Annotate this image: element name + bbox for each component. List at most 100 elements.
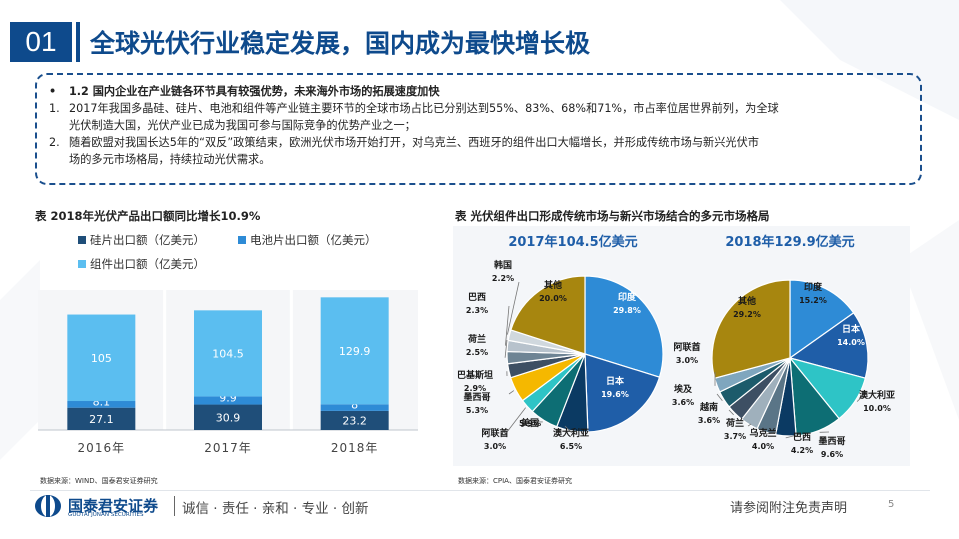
leader-line [508,390,515,395]
slice-label: 澳大利亚 [553,427,589,439]
legend-label: 电池片出口额（亿美元） [250,233,377,247]
slice-label: 日本 [842,323,861,335]
section-number: 01 [10,22,72,62]
slice-value: 20.0% [539,294,567,303]
slice-value: 5.3% [466,406,488,415]
data-label: 105 [91,352,112,365]
leader-line [716,393,723,401]
slice-label: 印度 [618,291,637,303]
company-name: 国泰君安证券 [68,497,159,515]
slice-value: 2.2% [492,274,514,283]
slice-label: 乌克兰 [749,427,776,439]
pie-title: 2017年104.5亿美元 [508,234,637,250]
slice-label: 越南 [699,401,718,413]
leader-line [785,433,802,439]
legend-swatch [78,260,86,268]
export-bar-chart: 硅片出口额（亿美元） 电池片出口额（亿美元）组件出口额（亿美元）27.18.110… [38,233,418,455]
slice-value: 4.2% [791,446,813,455]
pie-title: 2018年129.9亿美元 [725,234,854,250]
pie-slice [789,279,855,360]
leader-line [728,409,734,416]
slice-value: 29.8% [613,306,641,315]
item-marker: 1. [49,102,60,115]
pie-slice [584,353,661,433]
bar-segment [320,297,389,405]
slice-value: 3.0% [484,442,506,451]
bar-segment [67,407,136,430]
bar-segment [67,401,136,408]
slice-value: 10.0% [863,404,891,413]
slice-label: 阿联酋 [673,341,700,353]
pie-slice [510,275,586,355]
pie-slice [584,275,664,378]
x-tick-label: 2016年 [78,441,126,455]
slice-value: 29.2% [733,310,761,319]
bar-segment [320,410,389,430]
bar-chart-title: 表 2018年光伏产品出口额同比增长10.9% [35,209,261,223]
slice-value: 3.6% [672,398,694,407]
summary-item-text: 场的多元市场格局，持续拉动光伏需求。 [69,153,271,166]
slice-value: 2.9% [464,384,486,393]
slice-label: 澳大利亚 [859,389,895,401]
pie-slice [711,279,791,379]
item-marker: 2. [49,136,60,149]
slice-label: 墨西哥 [463,392,490,403]
leader-line [747,423,752,427]
slice-value: 14.0% [837,338,865,347]
slice-label: 日本 [606,375,625,387]
summary-heading: • 1.2 国内企业在产业链各环节具有较强优势，未来海外市场的拓展速度加快 [49,83,908,100]
slice-value: 3.7% [724,432,746,441]
data-label: 129.9 [339,345,371,358]
legend-swatch [78,236,86,244]
slice-label: 巴西 [793,432,811,443]
footer-divider [30,490,930,491]
slice-value: 5.9% [519,419,541,428]
data-label: 27.1 [89,413,114,426]
company-slogan: 诚信 · 责任 · 亲和 · 专业 · 创新 [182,501,369,517]
slice-label: 巴西 [468,292,486,303]
bar-segment [320,404,389,411]
footer-separator [174,496,175,516]
bar-chart-source: 数据来源：WIND、国泰君安证券研究 [40,477,158,485]
bar-segment [194,396,262,405]
slice-label: 韩国 [494,259,512,271]
leader-line [856,393,866,402]
slice-value: 3.6% [698,416,720,425]
summary-item-text: 2017年我国多晶硅、硅片、电池和组件等产业链主要环节的全球市场占比已分别达到5… [69,102,779,115]
summary-item-text: 随着欧盟对我国长达5年的“双反”政策结束，欧洲光伏市场开始打开，对乌克兰、西班牙… [69,136,759,149]
x-tick-label: 2017年 [204,441,252,455]
slice-value: 19.6% [601,390,629,399]
slice-value: 3.0% [676,356,698,365]
page-title: 全球光伏行业稳定发展，国内成为最快增长极 [90,29,591,58]
slice-label: 荷兰 [725,417,744,429]
slice-label: 荷兰 [467,333,486,345]
slice-value: 2.5% [466,348,488,357]
slice-value: 6.5% [560,442,582,451]
leader-line [506,407,526,433]
page-number: 5 [888,499,895,510]
bar-segment [194,310,262,397]
slice-label: 巴基斯坦 [457,369,493,381]
summary-item-text: 光伏制造大国，光伏产业已成为我国可参与国际竞争的优势产业之一； [69,119,416,132]
company-logo-icon [35,495,61,517]
disclaimer-link[interactable]: 请参阅附注免责声明 [730,501,848,516]
data-label: 23.2 [342,414,367,427]
pie-chart-source: 数据来源：CPIA、国泰君安证券研究 [458,477,572,485]
leader-line [564,425,573,434]
pie-charts-title: 表 光伏组件出口形成传统市场与新兴市场结合的多元市场格局 [455,209,770,223]
data-label: 30.9 [216,411,241,424]
summary-box: • 1.2 国内企业在产业链各环节具有较强优势，未来海外市场的拓展速度加快 1.… [35,73,922,185]
leader-line [506,281,520,335]
header-divider [76,22,80,62]
leader-line [504,339,508,358]
slice-label: 墨西哥 [818,436,845,447]
slice-value: 4.0% [752,442,774,451]
slice-label: 其他 [544,279,562,291]
legend-label: 组件出口额（亿美元） [90,257,205,271]
bar-segment [67,314,136,402]
x-tick-label: 2018年 [331,441,379,455]
leader-line [505,305,510,346]
summary-item-2: 2. 随着欧盟对我国长达5年的“双反”政策结束，欧洲光伏市场开始打开，对乌克兰、… [49,134,908,168]
